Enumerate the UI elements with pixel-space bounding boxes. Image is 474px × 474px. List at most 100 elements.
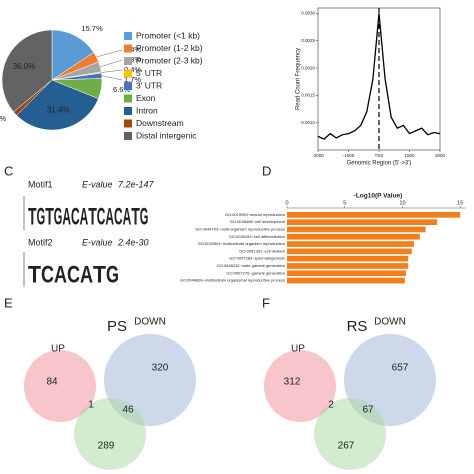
chart-title: -Log10(P Value) [354,193,403,200]
legend-label: Downstream [136,118,184,128]
region-count: 84 [46,377,58,388]
logo-letter: G [106,261,119,288]
line-series [317,13,441,140]
category-label: GO:0044703~multi-organism reproductive p… [195,227,285,232]
motif-evalue-label: E-value [82,179,113,189]
bar [287,255,409,262]
legend-label: Distal intergenic [136,130,197,140]
bar [287,241,415,247]
motif-evalue-label: E-value [82,237,113,247]
region-count: 67 [362,405,374,416]
category-label: GO:0032504~multicellular organism reprod… [198,241,285,246]
panel-label: C [4,163,13,178]
bar [287,226,426,233]
motif-name: Motif2 [28,237,53,247]
region-count: 46 [122,405,134,416]
logo-letter: T [45,203,54,230]
logo-letter: A [105,203,114,230]
logo-letter: G [140,203,149,230]
logo-letter: C [97,203,106,230]
legend-swatch [124,94,132,103]
legend-swatch [124,57,132,65]
x-tick-label: 10 [399,200,405,206]
region-count: 657 [392,363,409,374]
logo-letter: T [88,203,97,230]
venn-set [74,398,146,470]
legend-swatch [124,44,132,53]
leader-line [101,69,123,73]
region-count: 320 [152,363,169,374]
logo-letter: A [62,203,71,230]
category-label: GO:0019953~sexual reproduction [225,212,285,217]
x-tick-label: -1500 [343,153,355,158]
logo-letter: T [93,261,106,288]
venn-title: RS [347,318,368,335]
slice-label: 31.4% [47,105,70,114]
y-tick-label: 0.0020 [301,65,315,70]
logo-letter: C [67,261,80,288]
category-label: GO:0007276~gamete generation [226,270,285,275]
slice-label: 3.3% [124,55,141,64]
category-label: GO:0030154~cell differentiation [229,234,285,239]
region-count: 312 [284,377,301,388]
bar [287,212,461,218]
slice-label: 1.5% [0,114,6,123]
motif-evalue: 2.4e-30 [117,237,149,247]
set-label: UP [51,344,65,355]
logo-letter: A [123,203,132,230]
x-axis-label: Genomic Region (5'->3') [347,161,412,167]
legend-label: 5' UTR [136,68,162,78]
panel-label: D [262,163,271,178]
x-tick-label: 3000 [435,153,446,158]
logo-letter: T [28,261,41,288]
bar [287,248,412,255]
y-tick-label: 0.0010 [301,120,315,125]
y-tick-label: 0.0015 [301,93,315,98]
logo-letter: A [54,261,67,288]
x-tick-label: TSS [375,153,384,158]
motif-evalue: 7.2e-147 [118,179,155,189]
bar [287,270,406,277]
set-label: UP [291,344,305,355]
legend-label: Promoter (<1 kb) [136,30,200,40]
leader-line [101,75,123,81]
logo-letter: G [37,203,46,230]
legend-swatch [124,107,132,115]
panel-label: E [4,295,13,310]
venn-title: PS [107,318,127,335]
slice-label: 36.0% [13,62,36,71]
legend-label: Exon [136,93,156,103]
set-label: DOWN [134,317,166,328]
slice-label: 6.6% [113,85,130,94]
legend-label: Promoter (2-3 kb) [136,55,203,65]
legend-swatch [124,32,132,40]
legend-swatch [124,82,132,90]
y-tick-label: 0.0025 [301,38,315,43]
logo-letter: G [54,203,63,230]
category-label: GO:0048468~cell development [230,219,286,224]
category-label: GO:0051301~cell division [239,248,285,253]
pie-slice [51,29,95,81]
category-label: GO:0048232~male gamete generation [217,263,285,268]
logo-letter: A [80,203,89,230]
category-label: GO:0048609~multicellular organismal repr… [180,278,285,283]
logo-letter: T [131,203,140,230]
logo-letter: A [80,261,93,288]
set-label: DOWN [374,317,406,328]
venn-set [264,350,336,422]
slice-label: 0.4% [124,65,141,74]
slice-label: 1.7% [124,75,141,84]
motif-name: Motif1 [28,179,53,189]
y-tick-label: 0.0030 [301,11,315,16]
bar [287,263,409,269]
pie-slice [16,79,99,131]
legend-swatch [124,69,132,78]
logo-letter: C [71,203,80,230]
pie-slice [1,29,53,113]
logo-letter: C [114,203,123,230]
legend-label: Promoter (1-2 kb) [136,43,203,53]
y-axis-label: Read Count Frequency [296,48,302,110]
legend-label: 3' UTR [136,80,162,90]
legend-label: Intron [136,105,158,115]
